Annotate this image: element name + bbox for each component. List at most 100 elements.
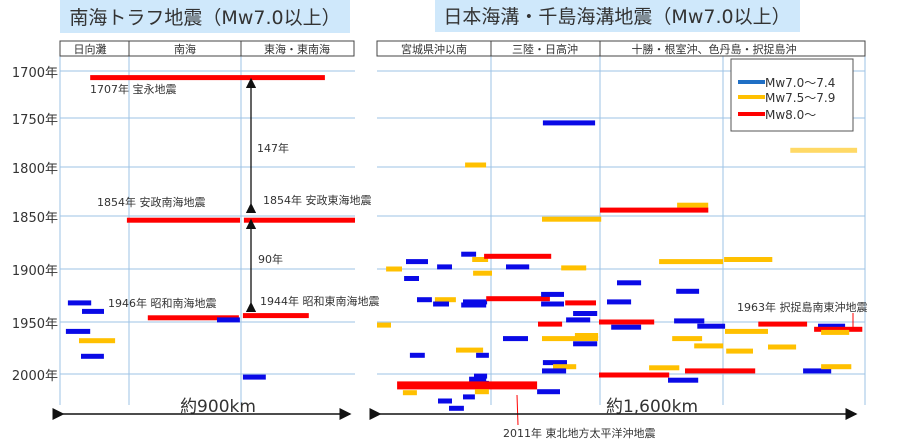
left-header-box: [59, 40, 355, 57]
earthquake-bar: [694, 343, 724, 349]
earthquake-bar: [147, 315, 239, 321]
earthquake-bar: [463, 394, 475, 400]
earthquake-bar: [821, 364, 852, 370]
earthquake-bar: [668, 377, 699, 383]
earthquake-bar: [697, 323, 726, 329]
earthquake-bar: [503, 336, 528, 342]
y-tick-label: 1800年: [12, 162, 58, 177]
earthquake-bar: [409, 352, 425, 358]
column-header: 宮城県沖以南: [401, 42, 467, 56]
earthquake-bar: [574, 333, 599, 338]
earthquake-bar: [672, 336, 703, 342]
earthquake-bar: [438, 398, 452, 404]
legend-label: Mw7.0～7.4: [765, 76, 835, 90]
earthquake-bar: [542, 216, 602, 222]
legend-label: Mw8.0～: [765, 108, 816, 122]
earthquake-bar: [465, 162, 487, 168]
earthquake-bar: [126, 217, 240, 223]
earthquake-bar: [449, 405, 464, 411]
earthquake-bar: [803, 368, 832, 374]
annotation: 1944年 昭和東南海地震: [260, 294, 380, 308]
right-title-box: [435, 0, 800, 32]
earthquake-bar: [758, 321, 808, 327]
earthquake-bar: [90, 75, 325, 81]
earthquake-bar: [417, 297, 432, 303]
earthquake-bar: [67, 300, 92, 306]
column-header: 十勝・根室沖、色丹島・択捉島沖: [632, 42, 797, 56]
earthquake-bar: [573, 341, 598, 347]
earthquake-bar: [82, 308, 104, 314]
earthquake-bar: [611, 324, 642, 330]
annotation: 1963年 択捉島南東沖地震: [737, 300, 868, 314]
annotation: 147年: [257, 141, 289, 155]
earthquake-bar: [469, 376, 487, 382]
earthquake-bar: [217, 317, 240, 323]
earthquake-bar: [461, 302, 487, 308]
legend-label: Mw7.5～7.9: [765, 91, 835, 105]
column-header: 三陸・日高沖: [512, 42, 578, 56]
earthquake-bar: [542, 120, 596, 126]
earthquake-bar: [542, 336, 599, 342]
earthquake-bar: [617, 280, 642, 286]
earthquake-bar: [377, 322, 391, 328]
column-header: 日向灘: [74, 42, 107, 56]
earthquake-bar: [599, 319, 655, 325]
y-tick-label: 2000年: [12, 369, 58, 384]
earthquake-bar: [821, 329, 850, 335]
earthquake-bar: [537, 389, 560, 395]
earthquake-bar: [565, 300, 596, 306]
earthquake-bar: [649, 365, 680, 371]
earthquake-bar: [474, 373, 488, 379]
earthquake-bar: [541, 301, 564, 307]
earthquake-bar: [553, 364, 577, 370]
earthquake-bar: [242, 374, 266, 380]
earthquake-bar: [725, 328, 768, 334]
y-tick-label: 1950年: [12, 317, 58, 332]
earthquake-bar: [476, 352, 489, 358]
annotation: 1854年 安政東海地震: [263, 193, 372, 207]
earthquake-bar: [473, 270, 492, 276]
annotation-leader: [516, 394, 519, 426]
earthquake-bar: [566, 317, 591, 323]
earthquake-bar: [397, 381, 538, 390]
y-tick-label: 1750年: [12, 113, 58, 128]
earthquake-bar: [814, 326, 863, 332]
earthquake-bar: [437, 264, 452, 270]
column-header: 南海: [174, 42, 196, 56]
right-title: 日本海溝・千島海溝地震（Mw7.0以上）: [443, 6, 790, 28]
earthquake-bar: [600, 207, 709, 213]
earthquake-bar: [674, 318, 705, 324]
annotation: 2011年 東北地方太平洋沖地震: [503, 426, 656, 440]
earthquake-bar: [404, 276, 419, 281]
earthquake-bar: [242, 313, 309, 319]
earthquake-bar: [474, 389, 489, 395]
left-title-box: [60, 0, 350, 33]
extent-label: 約1,600km: [606, 397, 698, 417]
annotation: 1946年 昭和南海地震: [108, 296, 217, 310]
earthquake-bar: [506, 264, 530, 270]
earthquake-bar: [456, 347, 484, 353]
earthquake-bar: [607, 299, 632, 305]
y-tick-label: 1900年: [12, 264, 58, 279]
earthquake-bar: [790, 147, 858, 153]
earthquake-bar: [561, 265, 587, 271]
earthquake-bar: [406, 259, 428, 265]
earthquake-bar: [472, 257, 489, 262]
annotation: 1854年 安政南海地震: [97, 195, 206, 209]
earthquake-bar: [542, 360, 567, 366]
earthquake-bar: [484, 253, 552, 259]
earthquake-bar: [65, 328, 91, 334]
earthquake-bar: [243, 217, 355, 223]
earthquake-bar: [433, 301, 449, 307]
earthquake-bar: [573, 311, 598, 316]
earthquake-bar: [685, 368, 756, 374]
earthquake-bar: [402, 390, 417, 396]
earthquake-bar: [724, 257, 773, 262]
y-tick-label: 1700年: [12, 66, 58, 81]
earthquake-bar: [463, 299, 488, 305]
left-title: 南海トラフ地震（Mw7.0以上）: [69, 7, 340, 29]
earthquake-bar: [486, 296, 550, 302]
earthquake-bar: [677, 202, 709, 208]
